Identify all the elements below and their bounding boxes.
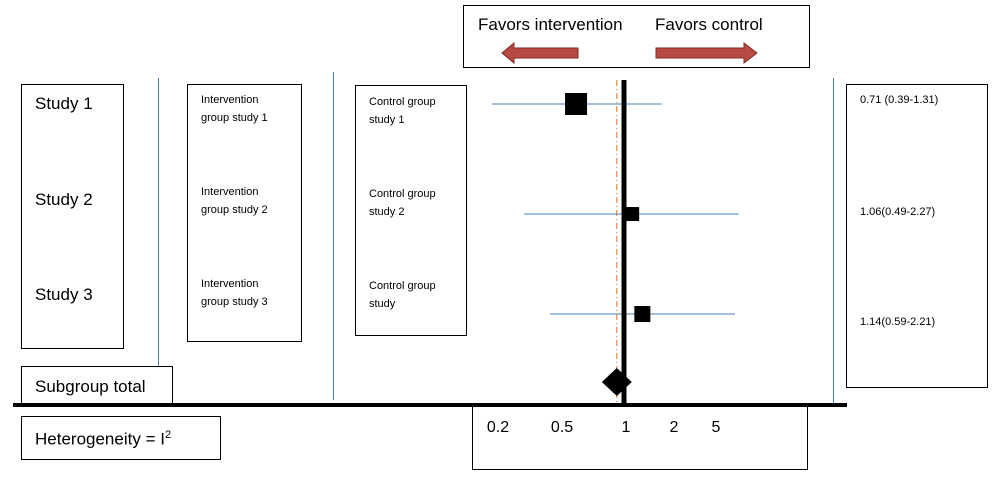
control-group-box: Control group study 1 Control group stud… bbox=[355, 85, 467, 336]
intervention-study-1-line2: group study 1 bbox=[201, 112, 268, 124]
point-estimate-study-2 bbox=[625, 207, 640, 221]
x-tick-label: 1 bbox=[622, 419, 631, 436]
control-study-3: Control group study bbox=[369, 277, 436, 313]
control-study-2: Control group study 2 bbox=[369, 185, 436, 221]
intervention-study-3-line2: group study 3 bbox=[201, 296, 268, 308]
column-separator-1 bbox=[158, 78, 159, 406]
intervention-study-3-line1: Intervention bbox=[201, 278, 259, 290]
study-2-label: Study 2 bbox=[35, 190, 93, 209]
intervention-study-2: Intervention group study 2 bbox=[201, 183, 268, 219]
point-estimate-study-1 bbox=[565, 93, 588, 115]
intervention-study-2-line2: group study 2 bbox=[201, 204, 268, 216]
column-separator-2 bbox=[333, 72, 334, 400]
subgroup-total-diamond bbox=[601, 368, 632, 396]
heterogeneity-box: Heterogeneity = I2 bbox=[21, 416, 221, 460]
subgroup-total-box: Subgroup total bbox=[21, 366, 173, 404]
point-estimate-study-3 bbox=[634, 306, 651, 322]
x-tick-label: 0.5 bbox=[551, 419, 573, 436]
subgroup-total-label: Subgroup total bbox=[35, 377, 146, 396]
study-names-box: Study 1 Study 2 Study 3 bbox=[21, 84, 124, 349]
x-tick-label: 0.2 bbox=[487, 419, 509, 436]
study-3-ci-text: 1.14(0.59-2.21) bbox=[860, 316, 936, 328]
x-tick-label: 2 bbox=[670, 419, 679, 436]
heterogeneity-superscript: 2 bbox=[164, 429, 172, 441]
favors-header-box: Favors intervention Favors control bbox=[463, 5, 810, 68]
column-separator-3 bbox=[833, 78, 834, 406]
intervention-study-1: Intervention group study 1 bbox=[201, 91, 268, 127]
study-2-ci-text: 1.06(0.49-2.27) bbox=[860, 206, 936, 218]
favors-control-label: Favors control bbox=[655, 15, 763, 34]
study-1-label: Study 1 bbox=[35, 94, 93, 113]
right-arrow-shape bbox=[655, 41, 758, 65]
study-1-ci-text: 0.71 (0.39-1.31) bbox=[860, 94, 939, 106]
control-study-3-line2: study bbox=[369, 298, 396, 310]
heterogeneity-text: Heterogeneity = I2 bbox=[35, 429, 171, 450]
intervention-study-1-line1: Intervention bbox=[201, 94, 259, 106]
ci-values-box: 0.71 (0.39-1.31) 1.06(0.49-2.27) 1.14(0.… bbox=[846, 84, 988, 388]
control-study-2-line2: study 2 bbox=[369, 206, 405, 218]
intervention-study-2-line1: Intervention bbox=[201, 186, 259, 198]
favors-intervention-label: Favors intervention bbox=[478, 15, 623, 34]
control-study-1: Control group study 1 bbox=[369, 93, 436, 129]
control-study-2-line1: Control group bbox=[369, 188, 436, 200]
control-study-3-line1: Control group bbox=[369, 280, 436, 292]
control-study-1-line1: Control group bbox=[369, 96, 436, 108]
x-tick-label: 5 bbox=[712, 419, 721, 436]
right-arrow-icon bbox=[655, 41, 758, 65]
intervention-group-box: Intervention group study 1 Intervention … bbox=[187, 84, 302, 342]
study-3-label: Study 3 bbox=[35, 285, 93, 304]
left-arrow-shape bbox=[501, 41, 579, 65]
intervention-study-3: Intervention group study 3 bbox=[201, 275, 268, 311]
left-arrow-icon bbox=[501, 41, 579, 65]
heterogeneity-label: Heterogeneity = I bbox=[35, 429, 165, 449]
control-study-1-line2: study 1 bbox=[369, 114, 405, 126]
